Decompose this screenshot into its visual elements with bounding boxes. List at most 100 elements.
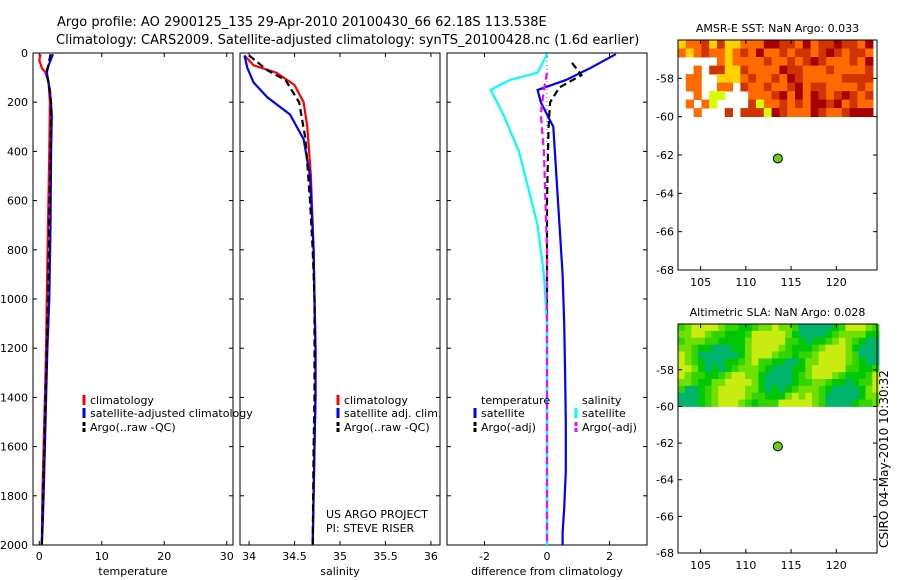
sst-cell xyxy=(779,57,788,66)
sla-cell xyxy=(845,337,853,345)
y-tick-label: 1800 xyxy=(0,490,28,503)
sst-cell xyxy=(763,57,772,66)
sst-cell xyxy=(818,74,827,84)
sla-cell xyxy=(832,385,840,394)
sst-cell xyxy=(795,65,804,75)
sst-cell xyxy=(717,74,726,84)
sla-cell xyxy=(684,372,692,380)
sla-cell xyxy=(684,337,692,345)
sla-cell xyxy=(812,324,820,332)
sst-cell xyxy=(834,91,843,101)
sla-cell xyxy=(798,358,806,366)
sla-cell xyxy=(852,379,860,387)
sla-cell xyxy=(691,372,699,380)
sst-cell xyxy=(802,91,811,101)
sla-cell xyxy=(724,358,732,366)
sla-cell xyxy=(872,337,880,345)
sla-cell xyxy=(738,385,746,394)
sla-cell xyxy=(698,344,706,352)
sst-cell xyxy=(701,48,710,58)
sla-cell xyxy=(691,337,699,345)
sst-cell xyxy=(849,91,858,101)
sla-cell xyxy=(818,385,826,394)
sst-cell xyxy=(849,48,858,58)
sla-cell xyxy=(798,385,806,394)
sla-cell xyxy=(785,379,793,387)
sst-cell xyxy=(802,48,811,58)
series-line-argo-adj- xyxy=(539,72,549,545)
sla-cell xyxy=(798,399,806,407)
sla-cell xyxy=(765,379,773,387)
sla-cell xyxy=(771,330,779,339)
sla-cell xyxy=(785,330,793,339)
legend-label: Argo(..raw -QC) xyxy=(90,421,176,434)
sla-cell xyxy=(765,358,773,366)
sst-cell xyxy=(865,74,874,84)
sla-cell xyxy=(785,351,793,359)
sst-cell xyxy=(834,40,843,49)
x-tick-label: 105 xyxy=(690,559,711,572)
sla-cell xyxy=(791,344,799,352)
sla-cell xyxy=(731,385,739,394)
sla-cell xyxy=(778,385,786,394)
sst-cell xyxy=(810,99,819,109)
annotation-pi: PI: STEVE RISER xyxy=(326,522,415,535)
x-tick-label: 35 xyxy=(333,550,347,563)
sla-cell xyxy=(838,330,846,339)
sla-cell xyxy=(771,379,779,387)
sla-cell xyxy=(765,324,773,332)
sst-cell xyxy=(763,91,772,101)
sst-cell xyxy=(857,48,866,58)
sst-cell xyxy=(865,91,874,101)
sla-cell xyxy=(691,392,699,400)
sla-cell xyxy=(845,372,853,380)
sla-cell xyxy=(798,392,806,400)
sla-cell xyxy=(865,379,873,387)
sla-cell xyxy=(758,358,766,366)
sla-cell xyxy=(765,337,773,345)
sla-cell xyxy=(838,324,846,332)
sst-cell xyxy=(857,65,866,75)
sla-cell xyxy=(805,399,813,407)
sla-cell xyxy=(745,330,753,339)
sst-cell xyxy=(841,91,850,101)
y-tick-label: -62 xyxy=(656,437,674,450)
sst-cell xyxy=(841,99,850,109)
sla-cell xyxy=(858,344,866,352)
sst-cell xyxy=(748,57,757,66)
sla-cell xyxy=(845,385,853,394)
series-line-satellite-adj-clim- xyxy=(243,55,317,546)
sla-cell xyxy=(765,372,773,380)
sla-cell xyxy=(751,392,759,400)
sst-cell xyxy=(779,82,788,92)
sla-cell xyxy=(718,324,726,332)
series-line-satellite xyxy=(489,53,549,545)
sst-cell xyxy=(756,91,765,101)
sst-cell xyxy=(717,57,726,66)
x-tick-label: 110 xyxy=(735,276,756,289)
sla-cell xyxy=(805,365,813,373)
sla-cell xyxy=(751,351,759,359)
sla-cell xyxy=(785,385,793,394)
sla-cell xyxy=(865,392,873,400)
sla-cell xyxy=(778,337,786,345)
sst-cell xyxy=(724,74,733,84)
sst-cell xyxy=(795,57,804,66)
sla-cell xyxy=(678,351,686,359)
sla-cell xyxy=(791,330,799,339)
annotation-project: US ARGO PROJECT xyxy=(326,508,428,521)
sla-cell xyxy=(711,372,719,380)
sla-cell xyxy=(704,379,712,387)
sst-cell xyxy=(709,48,718,58)
sla-cell xyxy=(731,392,739,400)
sla-cell xyxy=(845,358,853,366)
argo-position-marker xyxy=(772,153,783,164)
sst-cell xyxy=(849,65,858,75)
sla-cell xyxy=(818,365,826,373)
sst-cell xyxy=(693,82,702,92)
sst-cell xyxy=(849,74,858,84)
sst-cell xyxy=(771,48,780,58)
sla-cell xyxy=(698,351,706,359)
sla-cell xyxy=(731,344,739,352)
sla-cell xyxy=(738,351,746,359)
